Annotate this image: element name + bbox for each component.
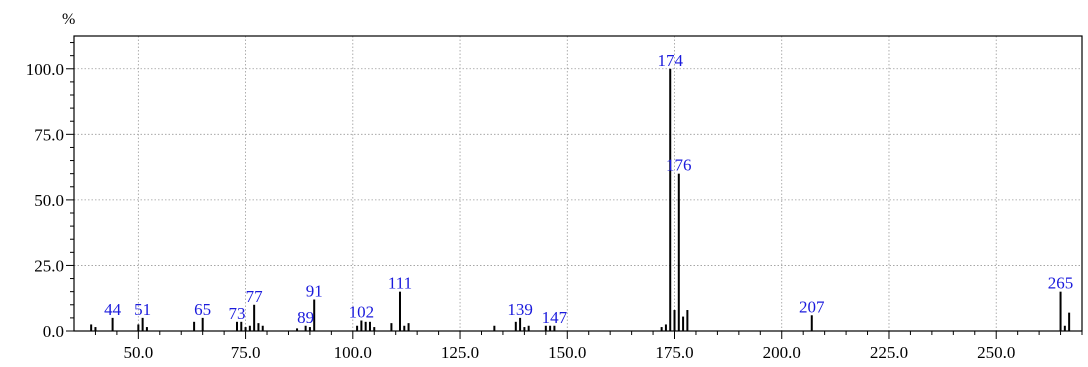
peak-label: 207 <box>799 297 825 316</box>
x-tick-label: 250.0 <box>977 343 1015 362</box>
peak-bar <box>493 325 496 331</box>
peak-bar <box>549 325 552 331</box>
peak-bar <box>364 321 367 331</box>
peak-label: 73 <box>228 304 245 323</box>
y-tick-label: 25.0 <box>34 256 64 275</box>
peak-bar <box>373 327 376 331</box>
peak-bar <box>201 317 204 331</box>
peak-bar <box>261 325 264 331</box>
peak-bar <box>253 304 256 331</box>
peak-bar <box>313 299 316 331</box>
peak-bar <box>248 325 251 331</box>
peak-label: 65 <box>194 300 211 319</box>
grid-lines <box>74 36 1082 331</box>
peak-bar <box>514 321 517 331</box>
x-tick-label: 175.0 <box>655 343 693 362</box>
peak-bar <box>673 310 676 331</box>
peak-bar <box>356 325 359 331</box>
peak-bar <box>664 324 667 331</box>
peak-bar <box>553 325 556 331</box>
peak-label: 77 <box>246 287 264 306</box>
peak-bar <box>523 327 526 331</box>
peak-label: 44 <box>104 300 122 319</box>
peak-bar <box>145 327 148 331</box>
peak-label: 174 <box>657 51 683 70</box>
peak-bar <box>360 320 363 331</box>
peak-label: 139 <box>507 300 533 319</box>
peak-bar <box>390 323 393 331</box>
peak-bar <box>244 327 247 331</box>
plot-frame <box>73 35 1083 332</box>
peak-label: 91 <box>306 282 323 301</box>
y-tick-label: 100.0 <box>26 60 64 79</box>
y-tick-label: 75.0 <box>34 125 64 144</box>
peak-label: 265 <box>1048 274 1074 293</box>
peak-bar <box>90 324 93 331</box>
peak-bar <box>94 327 97 331</box>
peak-bar <box>141 317 144 331</box>
peak-bar <box>257 323 260 331</box>
peak-bar <box>810 315 813 331</box>
peak-label: 111 <box>388 274 412 293</box>
x-tick-label: 50.0 <box>123 343 153 362</box>
x-tick-label: 100.0 <box>334 343 372 362</box>
peak-label: 102 <box>349 303 375 322</box>
peak-bar <box>1059 291 1062 331</box>
peak-bar <box>527 325 530 331</box>
peak-label: 89 <box>297 308 314 327</box>
peak-bar <box>235 321 238 331</box>
peak-bar <box>308 327 311 331</box>
peak-bar <box>193 321 196 331</box>
peak-label: 51 <box>134 300 151 319</box>
y-tick-label: 0.0 <box>43 322 64 341</box>
x-tick-label: 200.0 <box>763 343 801 362</box>
peak-bar <box>304 325 307 331</box>
peak-bar <box>296 328 299 331</box>
peak-bar <box>1068 312 1071 331</box>
peak-bar <box>519 317 522 331</box>
peak-bars <box>90 68 1071 332</box>
y-axis-label: % <box>62 11 75 28</box>
peak-bar <box>240 321 243 331</box>
x-tick-label: 225.0 <box>870 343 908 362</box>
peak-bar <box>544 325 547 331</box>
x-tick-label: 75.0 <box>231 343 261 362</box>
peak-bar <box>1063 325 1066 331</box>
peak-bar <box>403 325 406 331</box>
peak-bar <box>677 173 680 331</box>
peak-bar <box>111 317 114 331</box>
peak-bar <box>407 323 410 331</box>
peak-bar <box>669 68 672 332</box>
peak-bar <box>137 324 140 331</box>
y-tick-label: 50.0 <box>34 191 64 210</box>
peak-bar <box>660 327 663 331</box>
peak-bar <box>682 316 685 331</box>
peak-label: 176 <box>666 156 692 175</box>
peak-bar <box>368 321 371 331</box>
peak-bar <box>398 291 401 331</box>
axes: 50.0 75.0 100.0 125.0 150.0 175.0 200.0 225.0 25… <box>26 35 1083 362</box>
x-tick-label: 150.0 <box>548 343 586 362</box>
peak-bar <box>686 310 689 331</box>
peak-label: 147 <box>542 308 568 327</box>
x-tick-label: 125.0 <box>441 343 479 362</box>
